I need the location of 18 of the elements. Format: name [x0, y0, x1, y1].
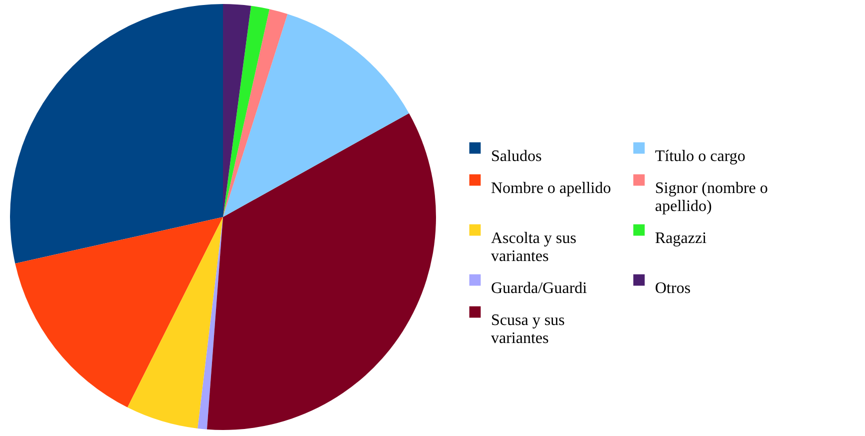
- legend-label: Guarda/Guardi: [491, 280, 588, 297]
- pie-slice: [10, 4, 223, 264]
- legend-label: Ascolta y sus variantes: [491, 230, 576, 265]
- legend-label: Saludos: [491, 148, 542, 165]
- pie-slice: [206, 113, 436, 430]
- pie-slice: [223, 9, 288, 217]
- legend-label: Scusa y sus variantes: [491, 312, 565, 347]
- legend-label: Signor (nombre o apellido): [655, 180, 768, 215]
- pie-slice: [223, 6, 270, 217]
- legend-label: Nombre o apellido: [491, 180, 611, 197]
- pie-slice: [127, 217, 223, 428]
- legend-label: Otros: [655, 280, 691, 297]
- legend-label: Título o cargo: [655, 148, 746, 165]
- legend-label: Ragazzi: [655, 230, 708, 247]
- pie-slice: [15, 217, 223, 408]
- pie-slice: [223, 14, 410, 217]
- pie-slice: [223, 4, 252, 217]
- pie-slice: [198, 217, 223, 430]
